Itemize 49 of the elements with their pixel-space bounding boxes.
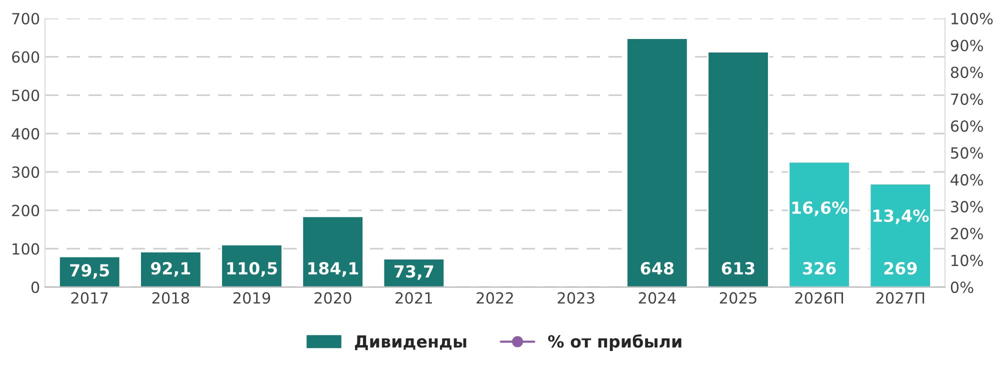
x-tick-label: 2022 [476, 292, 513, 304]
x-tick-label: 2021 [396, 292, 432, 304]
x-tick-label: 2018 [152, 292, 190, 304]
legend-label: % от прибыли [548, 334, 682, 351]
y-tick-label: 600 [12, 51, 40, 63]
x-tick-label: 2019 [233, 292, 270, 304]
x-tick-label: 2020 [314, 292, 352, 304]
y2-tick-label: 90% [950, 40, 983, 52]
bar [626, 38, 688, 288]
data-label: 79,5 [70, 264, 109, 279]
y2-tick-label: 70% [951, 93, 983, 106]
x-tick-label: 2024 [638, 292, 676, 304]
y2-tick-label: 100% [952, 12, 993, 24]
bar [140, 251, 202, 288]
legend-label: Дивиденды [354, 335, 466, 350]
data-label: 648 [640, 262, 674, 275]
data-label: 73,7 [394, 265, 434, 280]
bar [302, 216, 364, 288]
y-tick-label: 700 [12, 12, 40, 24]
annotation: 16,6% [792, 201, 848, 216]
y-tick-label: 100 [12, 243, 40, 255]
y-tick-label: 200 [12, 204, 40, 216]
data-label: 110,5 [227, 262, 277, 277]
data-label: 326 [803, 262, 836, 275]
bar [707, 51, 770, 288]
bar [869, 183, 932, 288]
y2-tick-label: 10% [952, 254, 983, 266]
y-tick-label: 500 [12, 90, 40, 102]
y-tick-label: 0 [31, 282, 40, 294]
y2-tick-label: 80% [950, 66, 983, 78]
y2-tick-label: 50% [951, 147, 983, 159]
y2-tick-label: 40% [950, 174, 983, 186]
annotation: 13,4% [873, 209, 929, 224]
bar [788, 161, 850, 288]
data-label: 92,1 [150, 262, 190, 277]
y2-tick-label: 20% [950, 228, 983, 240]
x-tick-label: 2023 [558, 292, 594, 304]
data-label: 613 [722, 262, 754, 275]
x-tick-label: 2027П [876, 292, 924, 304]
y-tick-label: 400 [12, 128, 40, 140]
y2-tick-label: 0% [950, 282, 974, 294]
y2-tick-label: 60% [950, 120, 983, 132]
data-label: 184,1 [308, 262, 358, 277]
y2-tick-label: 30% [951, 200, 983, 212]
x-tick-label: 2026П [795, 292, 844, 304]
x-tick-label: 2025 [720, 292, 756, 304]
data-label: 269 [884, 262, 917, 275]
y-tick-label: 300 [12, 166, 40, 178]
x-tick-label: 2017 [71, 292, 108, 304]
